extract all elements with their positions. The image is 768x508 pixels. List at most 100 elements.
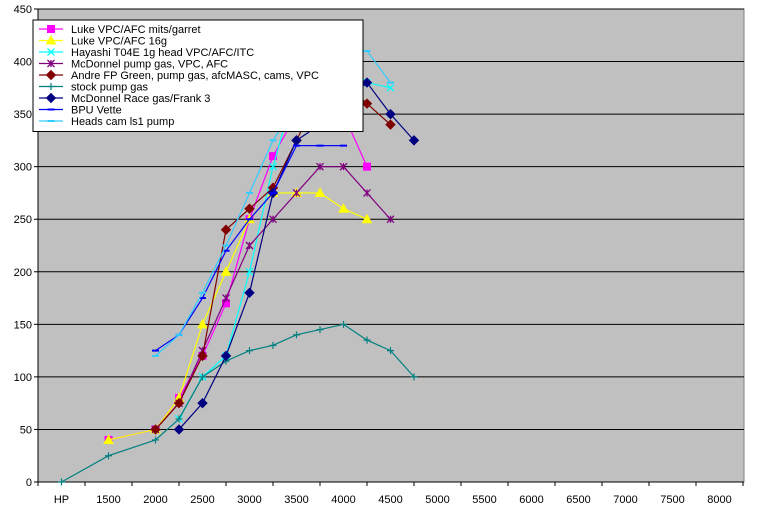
y-tick-label: 150 — [14, 319, 32, 331]
data-point — [386, 83, 395, 92]
data-point — [361, 213, 373, 224]
x-tick-label: 5000 — [425, 494, 449, 506]
legend-label: Andre FP Green, pump gas, afcMASC, cams,… — [71, 70, 319, 82]
legend-label: McDonnel pump gas, VPC, AFC — [71, 59, 228, 71]
legend-marker — [47, 83, 55, 90]
legend-label: Hayashi T04E 1g head VPC/AFC/ITC — [71, 47, 254, 59]
legend-label: stock pump gas — [71, 82, 149, 94]
data-point — [244, 203, 255, 214]
data-point — [339, 162, 348, 171]
x-tick-label: 3000 — [237, 494, 261, 506]
data-point — [408, 135, 420, 146]
x-tick-label: 4500 — [378, 494, 402, 506]
data-point — [387, 347, 394, 355]
x-tick-label: 4000 — [331, 494, 355, 506]
legend-marker — [47, 48, 55, 56]
y-tick-label: 200 — [14, 267, 32, 279]
data-point — [197, 397, 208, 409]
y-tick-label: 350 — [14, 109, 32, 121]
legend-item: McDonnel pump gas, VPC, AFC — [39, 59, 228, 71]
x-tick-label: 2000 — [143, 494, 167, 506]
x-tick-label: 5500 — [472, 494, 496, 506]
data-point — [385, 108, 396, 120]
data-point — [173, 397, 185, 409]
y-tick-label: 450 — [14, 4, 32, 16]
data-point — [361, 77, 373, 88]
x-tick-label: 6500 — [566, 494, 590, 506]
y-tick-label: 250 — [14, 214, 32, 226]
data-point — [314, 187, 326, 197]
legend-label: Luke VPC/AFC 16g — [71, 36, 167, 48]
data-point — [244, 287, 255, 299]
data-point — [222, 294, 230, 303]
legend-marker — [45, 34, 57, 45]
data-point — [150, 424, 161, 435]
data-point — [220, 350, 232, 362]
data-point — [103, 434, 114, 444]
data-point — [363, 336, 371, 344]
legend-item: Andre FP Green, pump gas, afcMASC, cams,… — [39, 69, 319, 82]
data-point — [363, 162, 371, 171]
data-point — [269, 162, 277, 171]
data-point — [199, 373, 206, 381]
x-tick-label: 1500 — [96, 494, 120, 506]
y-tick-label: 400 — [14, 57, 32, 69]
x-tick-label: 7500 — [660, 494, 684, 506]
data-point — [340, 320, 347, 328]
data-point — [363, 188, 371, 197]
legend-item: Luke VPC/AFC mits/garret — [39, 24, 201, 36]
legend-marker — [47, 25, 55, 33]
data-point — [316, 326, 324, 334]
x-tick-label: 8000 — [707, 494, 731, 506]
data-point — [197, 318, 208, 329]
x-tick-label: 3500 — [284, 494, 308, 506]
legend-box — [32, 19, 364, 132]
legend-marker — [45, 69, 57, 81]
legend-item: Luke VPC/AFC 16g — [39, 34, 167, 48]
data-point — [220, 266, 232, 276]
legend-item: Hayashi T04E 1g head VPC/AFC/ITC — [39, 47, 254, 59]
data-point — [197, 350, 208, 362]
y-tick-label: 50 — [20, 424, 32, 436]
legend-marker — [45, 92, 57, 104]
data-point — [173, 424, 185, 435]
x-tick-label: HP — [54, 494, 69, 506]
y-tick-label: 100 — [14, 372, 32, 384]
legend-item: stock pump gas — [39, 82, 149, 94]
series-line — [61, 323, 415, 483]
data-point — [385, 119, 396, 130]
data-point — [410, 373, 418, 381]
data-point — [338, 203, 349, 213]
data-point — [175, 415, 183, 423]
legend-item: McDonnel Race gas/Frank 3 — [39, 92, 210, 105]
y-tick-label: 300 — [14, 162, 32, 174]
data-point — [245, 267, 254, 276]
data-point — [316, 162, 324, 171]
data-point — [269, 215, 277, 224]
legend-label: McDonnel Race gas/Frank 3 — [71, 93, 210, 105]
legend-marker — [47, 59, 55, 68]
x-tick-label: 2500 — [190, 494, 214, 506]
legend-label: Heads cam ls1 pump — [71, 116, 174, 128]
data-point — [269, 341, 277, 349]
data-point — [246, 347, 253, 355]
data-point — [105, 452, 112, 460]
data-point — [293, 331, 300, 339]
legend-label: BPU Vette — [71, 105, 122, 117]
x-tick-label: 6000 — [519, 494, 543, 506]
data-point — [245, 241, 254, 250]
data-point — [152, 436, 159, 444]
y-tick-label: 0 — [26, 477, 32, 489]
legend-item: Heads cam ls1 pump — [39, 116, 174, 128]
data-point — [220, 224, 232, 235]
data-point — [361, 98, 373, 109]
legend-label: Luke VPC/AFC mits/garret — [71, 24, 201, 36]
data-point — [386, 215, 395, 224]
legend-item: BPU Vette — [39, 105, 122, 117]
x-tick-label: 7000 — [613, 494, 637, 506]
data-point — [58, 478, 65, 486]
data-point — [292, 188, 301, 197]
